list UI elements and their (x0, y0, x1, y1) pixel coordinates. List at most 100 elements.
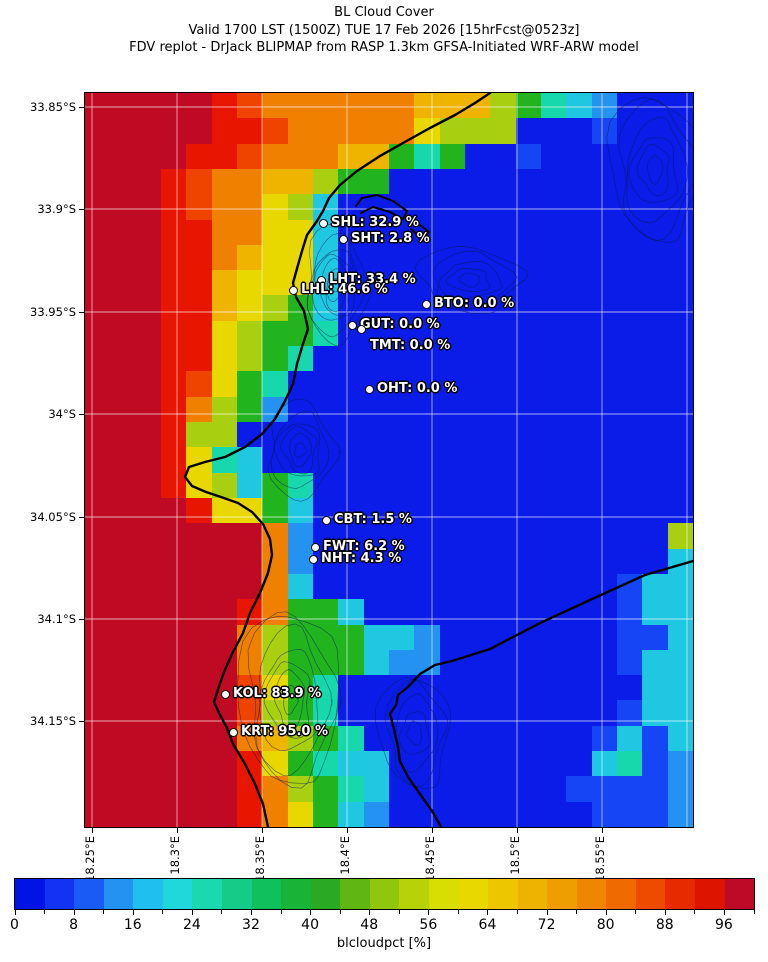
heatmap-cell (135, 472, 162, 499)
heatmap-cell (363, 599, 390, 626)
heatmap-cell (591, 93, 618, 120)
heatmap-cell (313, 143, 340, 170)
heatmap-cell (110, 573, 137, 600)
heatmap-cell (186, 295, 213, 322)
heatmap-cell (110, 801, 137, 827)
heatmap-cell (313, 472, 340, 499)
heatmap-cell (490, 675, 517, 702)
heatmap-cell (363, 320, 390, 347)
y-tick-mark (79, 209, 84, 210)
heatmap-cell (439, 93, 466, 120)
heatmap-cell (85, 118, 112, 145)
heatmap-cell (591, 194, 618, 221)
heatmap-cell (490, 320, 517, 347)
heatmap-cell (135, 675, 162, 702)
heatmap-cell (237, 776, 264, 803)
heatmap-cell (161, 447, 188, 474)
heatmap-cell (287, 599, 314, 626)
heatmap-cell (439, 118, 466, 145)
heatmap-cell (363, 168, 390, 196)
heatmap-cell (338, 573, 365, 600)
heatmap-cell (414, 548, 441, 575)
colorbar-segment (694, 879, 725, 909)
heatmap-cell (566, 168, 593, 196)
heatmap-cell (566, 143, 593, 170)
heatmap-cell (110, 548, 137, 575)
heatmap-cell (262, 244, 289, 271)
x-tick-mark (517, 828, 518, 833)
heatmap-cell (439, 472, 466, 499)
heatmap-cell (313, 801, 340, 827)
heatmap-cell (515, 168, 542, 196)
heatmap-cell (617, 649, 644, 676)
heatmap-cell (85, 168, 112, 196)
heatmap-cell (490, 776, 517, 803)
heatmap-cell (313, 675, 340, 702)
heatmap-cell (287, 776, 314, 803)
heatmap-cell (85, 143, 112, 170)
heatmap-cell (262, 371, 289, 398)
heatmap-cell (389, 219, 416, 246)
x-tick-label: 18.3°E (168, 836, 182, 875)
heatmap-cell (566, 346, 593, 373)
x-tick-label: 18.5°E (508, 836, 522, 875)
heatmap-cell (591, 573, 618, 600)
heatmap-cell (211, 93, 238, 120)
heatmap-cell (490, 143, 517, 170)
heatmap-cell (667, 422, 693, 449)
heatmap-cell (211, 371, 238, 398)
station-marker (289, 286, 298, 295)
heatmap-cell (161, 725, 188, 752)
heatmap-cell (667, 523, 693, 550)
heatmap-cell (389, 396, 416, 423)
station-marker (319, 219, 328, 228)
heatmap-cell (161, 270, 188, 297)
heatmap-cell (465, 143, 492, 170)
terrain-contour (458, 272, 480, 288)
heatmap-cell (515, 497, 542, 525)
heatmap-cell (135, 396, 162, 423)
heatmap-cell (237, 244, 264, 271)
heatmap-cell (617, 776, 644, 803)
heatmap-cell (313, 320, 340, 347)
heatmap-cell (237, 801, 264, 827)
heatmap-cell (617, 801, 644, 827)
terrain-contour (628, 137, 678, 203)
heatmap-cell (186, 523, 213, 550)
station-marker (309, 555, 318, 564)
heatmap-cell (186, 219, 213, 246)
heatmap-cell (642, 371, 669, 398)
heatmap-cell (287, 295, 314, 322)
heatmap-cell (85, 751, 112, 778)
chart-title: BL Cloud Cover (334, 5, 434, 20)
heatmap-cell (642, 118, 669, 145)
heatmap-cell (667, 649, 693, 676)
station-marker (339, 235, 348, 244)
heatmap-cell (566, 725, 593, 752)
heatmap-cell (363, 447, 390, 474)
heatmap-cell (414, 675, 441, 702)
heatmap-cell (262, 422, 289, 449)
heatmap-cell (135, 295, 162, 322)
heatmap-cell (313, 93, 340, 120)
heatmap-cell (186, 599, 213, 626)
heatmap-cell (338, 422, 365, 449)
colorbar-segment (635, 879, 666, 909)
terrain-contour (263, 661, 311, 739)
terrain-contour (647, 155, 664, 185)
heatmap-cell (363, 270, 390, 297)
heatmap-cell (135, 219, 162, 246)
terrain-contour (414, 246, 528, 315)
heatmap-cell (186, 143, 213, 170)
heatmap-cell (389, 599, 416, 626)
heatmap-cell (110, 649, 137, 676)
heatmap-cell (186, 320, 213, 347)
heatmap-cell (237, 93, 264, 120)
heatmap-cell (211, 751, 238, 778)
x-tick-mark (602, 828, 603, 833)
heatmap-cell (541, 548, 568, 575)
heatmap-cell (135, 624, 162, 651)
heatmap-cell (591, 422, 618, 449)
heatmap-cell (389, 422, 416, 449)
heatmap-cell (186, 801, 213, 827)
